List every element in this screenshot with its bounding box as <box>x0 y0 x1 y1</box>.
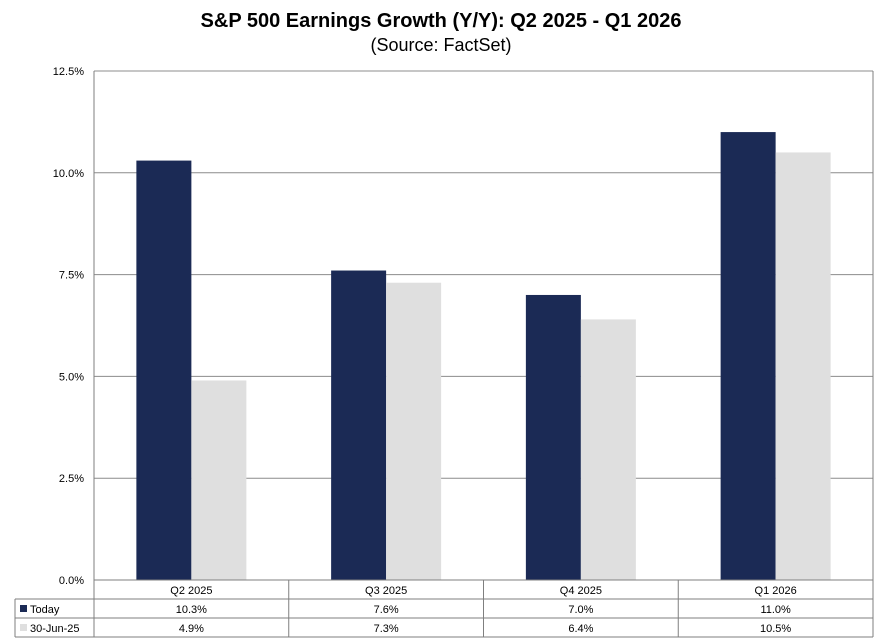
legend-label: Today <box>30 604 60 616</box>
x-tick-label: Q1 2026 <box>755 585 797 597</box>
chart-subtitle: (Source: FactSet) <box>370 35 512 55</box>
y-tick-label: 10.0% <box>53 168 84 180</box>
legend-label: 30-Jun-25 <box>30 623 80 635</box>
x-tick-label: Q3 2025 <box>365 585 407 597</box>
data-label: 10.5% <box>760 623 791 635</box>
y-tick-label: 7.5% <box>59 270 84 282</box>
bar-today <box>525 294 581 580</box>
bar-today <box>720 132 776 580</box>
y-tick-label: 0.0% <box>59 575 84 587</box>
x-tick-label: Q4 2025 <box>560 585 602 597</box>
bar-prior <box>191 380 247 580</box>
data-label: 6.4% <box>568 623 593 635</box>
data-label: 10.3% <box>176 604 207 616</box>
y-tick-label: 2.5% <box>59 473 84 485</box>
data-label: 7.6% <box>374 604 399 616</box>
y-tick-label: 12.5% <box>53 66 84 78</box>
data-label: 7.3% <box>374 623 399 635</box>
y-tick-label: 5.0% <box>59 371 84 383</box>
chart-title: S&P 500 Earnings Growth (Y/Y): Q2 2025 -… <box>200 10 682 32</box>
bar-prior <box>580 319 636 580</box>
bar-prior <box>775 152 831 580</box>
bar-today <box>331 270 387 580</box>
data-label: 7.0% <box>568 604 593 616</box>
bar-today <box>136 160 192 581</box>
bar-prior <box>386 282 442 580</box>
legend-swatch <box>20 605 27 612</box>
data-label: 4.9% <box>179 623 204 635</box>
data-label: 11.0% <box>760 604 791 616</box>
legend-swatch <box>20 624 27 631</box>
x-tick-label: Q2 2025 <box>170 585 212 597</box>
